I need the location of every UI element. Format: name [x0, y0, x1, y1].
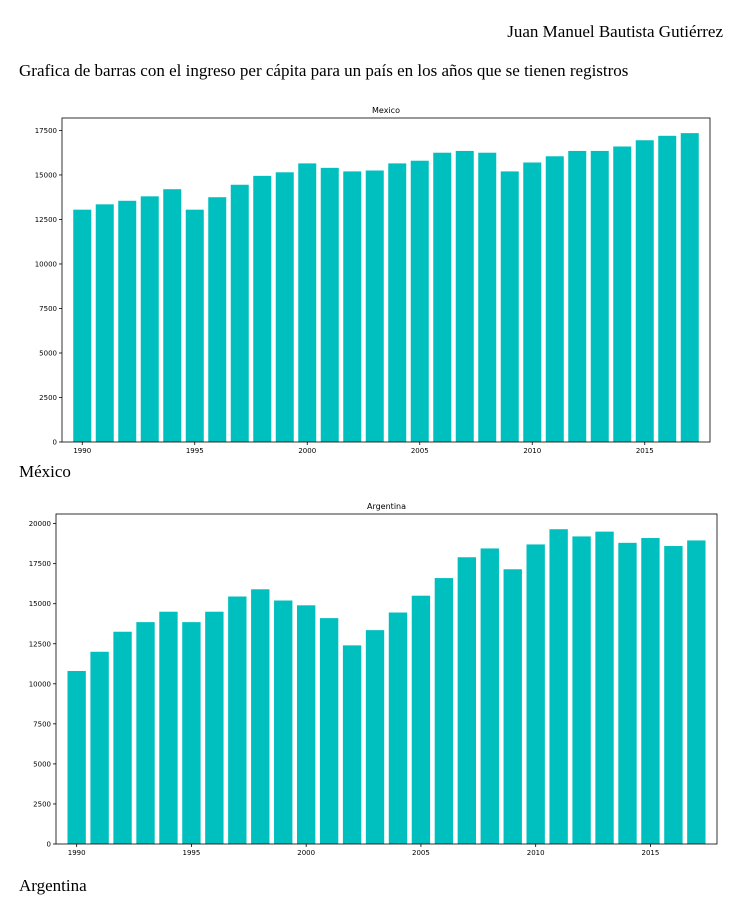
plot-frame [55, 513, 718, 845]
bar-1993 [136, 622, 155, 844]
bar-1993 [140, 196, 159, 442]
x-tick-label: 2015 [636, 447, 654, 454]
bar-2003 [365, 170, 384, 442]
y-tick-label: 17500 [35, 127, 57, 135]
y-tick-label: 12500 [35, 216, 57, 224]
bar-2014 [613, 146, 632, 442]
x-tick-label: 1995 [186, 447, 204, 454]
bar-1991 [95, 204, 114, 442]
x-tick-label: 1995 [182, 849, 200, 857]
y-tick-label: 15000 [35, 171, 57, 179]
bar-1996 [205, 611, 224, 844]
y-tick-label: 2500 [33, 800, 51, 808]
bar-1998 [251, 589, 270, 844]
bar-2010 [523, 162, 542, 442]
y-tick-label: 2500 [39, 394, 57, 402]
bar-2011 [545, 156, 564, 442]
bar-2005 [410, 160, 429, 442]
bar-2003 [365, 630, 385, 844]
y-tick-label: 7500 [33, 720, 51, 728]
bar-2006 [433, 152, 452, 442]
y-tick-label: 10000 [35, 260, 57, 268]
y-tick-label: 17500 [29, 560, 51, 568]
bar-2008 [478, 152, 497, 442]
x-tick-label: 2000 [297, 849, 315, 857]
bar-1995 [182, 622, 201, 844]
bar-2004 [388, 612, 408, 844]
bar-2006 [434, 578, 454, 844]
bar-1994 [163, 189, 182, 442]
bar-2001 [319, 618, 339, 844]
y-tick-label: 0 [53, 439, 57, 447]
bar-1991 [90, 651, 109, 844]
y-tick-label: 0 [47, 841, 51, 849]
chart-title: Argentina [367, 502, 406, 511]
x-tick-label: 2015 [642, 849, 660, 857]
bar-2012 [572, 536, 591, 844]
bar-2004 [388, 163, 407, 442]
y-tick-label: 12500 [29, 640, 51, 648]
bar-2015 [641, 538, 660, 844]
bar-2009 [503, 569, 522, 844]
bar-2005 [411, 595, 431, 844]
bar-2017 [687, 540, 706, 844]
y-tick-label: 5000 [33, 760, 51, 768]
y-tick-label: 5000 [39, 349, 57, 357]
bar-2012 [568, 150, 587, 442]
bar-2011 [549, 529, 568, 844]
x-tick-label: 2005 [412, 849, 430, 857]
y-tick-label: 10000 [29, 680, 51, 688]
bar-2002 [342, 645, 362, 844]
bar-2010 [526, 544, 545, 844]
bar-2016 [664, 546, 683, 844]
bar-1997 [230, 184, 249, 442]
x-tick-label: 2010 [523, 447, 541, 454]
bar-1998 [253, 175, 272, 442]
argentina-caption: Argentina [19, 876, 87, 895]
bar-1992 [118, 200, 137, 442]
bar-2007 [457, 557, 477, 844]
intro-text: Grafica de barras con el ingreso per cáp… [19, 61, 629, 80]
bar-1999 [274, 600, 293, 844]
y-tick-label: 7500 [39, 305, 57, 313]
mexico-bar-chart: Mexico 0 2500 5000 7500 10000 12500 15000 17500 1… [35, 106, 711, 454]
author-name: Juan Manuel Bautista Gutiérrez [507, 22, 723, 41]
bar-1990 [67, 670, 86, 844]
bar-1997 [228, 596, 247, 844]
bar-2001 [320, 167, 339, 442]
bar-2014 [618, 542, 637, 844]
y-tick-label: 20000 [29, 520, 51, 528]
bar-2007 [455, 150, 474, 442]
bar-2015 [635, 140, 654, 442]
bar-2013 [590, 150, 609, 442]
bar-1995 [185, 209, 204, 442]
bar-1999 [275, 172, 294, 442]
bar-2002 [343, 171, 362, 442]
x-tick-label: 2005 [411, 447, 429, 454]
argentina-bar-chart: Argentina 0 2500 5000 7500 10000 12500 15000 175… [29, 502, 718, 857]
bar-2000 [298, 163, 317, 442]
mexico-caption: México [19, 462, 71, 481]
y-tick-label: 15000 [29, 600, 51, 608]
x-tick-label: 2010 [527, 849, 545, 857]
bar-1996 [208, 197, 227, 442]
chart-title: Mexico [372, 106, 400, 115]
x-tick-label: 1990 [68, 849, 86, 857]
bar-2013 [595, 531, 614, 844]
bar-1994 [159, 611, 178, 844]
bar-1992 [113, 631, 132, 844]
bar-1990 [73, 209, 92, 442]
bar-2016 [658, 135, 677, 443]
plot-frame [61, 117, 711, 443]
bar-2000 [296, 605, 316, 844]
bar-2017 [680, 133, 699, 442]
x-tick-label: 2000 [298, 447, 316, 454]
bar-2008 [480, 548, 499, 844]
bar-2009 [500, 171, 519, 442]
x-tick-label: 1990 [73, 447, 91, 454]
